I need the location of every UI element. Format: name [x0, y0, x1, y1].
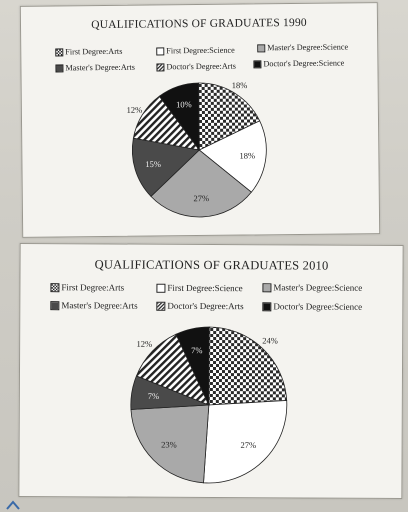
- legend-item-masters-arts: Master's Degree:Arts: [50, 300, 138, 311]
- legend-label: First Degree:Science: [167, 282, 243, 294]
- pie-label-masters-arts: 15%: [145, 159, 161, 169]
- pie-label-first-science: 27%: [241, 440, 257, 450]
- pie-chart-1990: 18% 18% 27% 15% 12% 10%: [127, 80, 267, 218]
- pie-label-masters-science: 23%: [161, 439, 177, 449]
- legend-item-doctors-arts: Doctor's Degree:Arts: [156, 62, 236, 72]
- swatch-doctors-science: [262, 301, 272, 311]
- legend-item-masters-arts: Master's Degree:Arts: [55, 63, 135, 73]
- swatch-doctors-arts: [156, 62, 165, 71]
- pie-slice-first-science: [203, 400, 288, 484]
- legend-label: Master's Degree:Arts: [65, 62, 135, 73]
- pie-slice-doctors-science: [175, 326, 210, 406]
- swatch-doctors-science: [253, 59, 262, 68]
- legend-label: Master's Degree:Arts: [61, 300, 138, 311]
- legend-item-first-science: First Degree:Science: [156, 282, 243, 294]
- legend-item-doctors-arts: Doctor's Degree:Arts: [156, 300, 244, 312]
- pie-slice-first-arts: [208, 326, 288, 406]
- legend-label: First Degree:Science: [166, 45, 235, 56]
- legend-label: Doctor's Degree:Arts: [166, 61, 236, 72]
- pie-label-first-arts: 24%: [262, 335, 278, 345]
- pie-label-doctors-science: 7%: [191, 345, 202, 355]
- chart-panel-1990: QUALIFICATIONS OF GRADUATES 1990 First D…: [19, 2, 381, 238]
- swatch-masters-arts: [55, 63, 64, 73]
- pie-label-doctors-arts: 12%: [127, 105, 143, 115]
- swatch-masters-arts: [50, 300, 60, 310]
- legend-item-doctors-science: Doctor's Degree:Science: [262, 301, 362, 312]
- swatch-first-science: [156, 46, 165, 55]
- pie-label-masters-arts: 7%: [148, 391, 159, 401]
- pie-slice-doctors-science: [158, 82, 200, 152]
- swatch-first-arts: [55, 47, 64, 57]
- legend-label: Doctor's Degree:Science: [273, 301, 363, 312]
- legend-label: Doctor's Degree:Arts: [167, 300, 244, 312]
- swatch-masters-science: [262, 282, 272, 292]
- legend-2010: First Degree:Arts First Degree:Science M…: [19, 244, 402, 498]
- pie-slice-masters-science: [130, 404, 210, 484]
- legend-item-first-science: First Degree:Science: [156, 46, 235, 56]
- swatch-first-science: [156, 283, 166, 293]
- chart-panel-2010: QUALIFICATIONS OF GRADUATES 2010 First D…: [18, 242, 404, 500]
- legend-1990: First Degree:Arts First Degree:Science M…: [21, 3, 379, 237]
- swatch-masters-science: [257, 43, 266, 52]
- swatch-first-arts: [50, 282, 60, 292]
- corner-arrow-icon: [6, 500, 20, 510]
- legend-item-first-arts: First Degree:Arts: [55, 47, 122, 57]
- pie-label-doctors-science: 10%: [176, 99, 192, 109]
- legend-label: First Degree:Arts: [65, 46, 123, 57]
- pie-label-first-science: 18%: [239, 150, 255, 160]
- legend-item-doctors-science: Doctor's Degree:Science: [253, 58, 344, 68]
- legend-item-first-arts: First Degree:Arts: [50, 282, 125, 293]
- pie-slice-first-science: [198, 120, 267, 193]
- pie-slice-first-arts: [198, 82, 261, 151]
- pie-slice-masters-arts: [131, 137, 201, 197]
- legend-label: Master's Degree:Science: [273, 282, 363, 293]
- pie-chart-2010: 24% 27% 23% 7% 12% 7%: [130, 326, 288, 484]
- pie-label-doctors-arts: 12%: [136, 339, 152, 349]
- legend-label: Doctor's Degree:Science: [263, 58, 345, 69]
- pie-label-first-arts: 18%: [232, 80, 248, 90]
- swatch-doctors-arts: [156, 301, 166, 311]
- legend-label: Master's Degree:Science: [267, 42, 349, 53]
- pie-slice-masters-science: [150, 149, 252, 218]
- legend-item-masters-science: Master's Degree:Science: [257, 42, 348, 52]
- legend-item-masters-science: Master's Degree:Science: [262, 282, 362, 293]
- legend-label: First Degree:Arts: [61, 282, 125, 293]
- pie-label-masters-science: 27%: [193, 193, 209, 203]
